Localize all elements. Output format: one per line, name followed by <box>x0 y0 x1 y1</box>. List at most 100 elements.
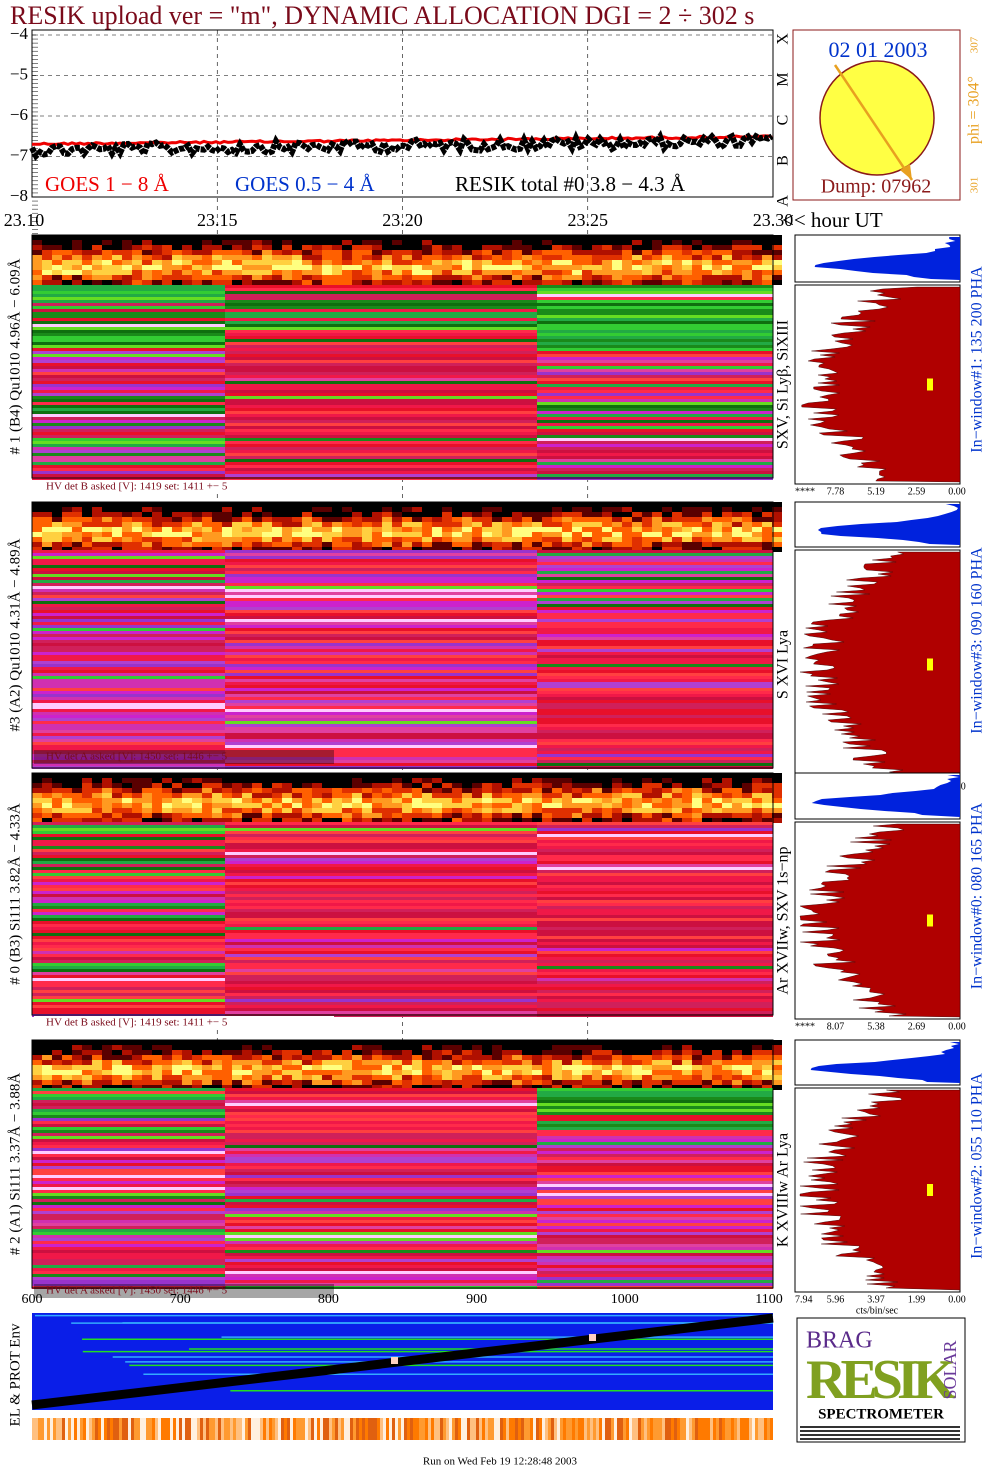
intensity-cell <box>702 507 712 512</box>
spectrum-row <box>537 640 773 643</box>
intensity-cell <box>552 803 562 808</box>
intensity-cell <box>352 255 362 260</box>
intensity-cell <box>362 537 372 542</box>
intensity-cell <box>172 798 182 803</box>
intensity-cell <box>352 547 362 552</box>
intensity-cell <box>692 240 702 245</box>
env-strip <box>770 1418 773 1440</box>
intensity-cell <box>622 245 632 250</box>
intensity-cell <box>32 1065 42 1070</box>
intensity-cell <box>552 270 562 275</box>
intensity-cell <box>262 280 272 285</box>
intensity-cell <box>412 1075 422 1080</box>
intensity-cell <box>142 783 152 788</box>
intensity-cell <box>292 240 302 245</box>
intensity-cell <box>202 527 212 532</box>
spectrum-row <box>537 694 773 697</box>
intensity-cell <box>362 788 372 793</box>
spectrum-row <box>225 435 537 438</box>
intensity-cell <box>182 1065 192 1070</box>
env-strip <box>737 1418 740 1440</box>
intensity-cell <box>702 265 712 270</box>
intensity-cell <box>732 270 742 275</box>
intensity-cell <box>422 527 432 532</box>
spectrum-row <box>225 309 537 312</box>
intensity-cell <box>542 1085 552 1090</box>
spectrum-row <box>225 1002 537 1005</box>
intensity-cell <box>462 793 472 798</box>
intensity-cell <box>272 813 282 818</box>
intensity-cell <box>462 512 472 517</box>
intensity-cell <box>582 793 592 798</box>
intensity-cell <box>392 235 402 240</box>
intensity-cell <box>582 255 592 260</box>
intensity-cell <box>532 512 542 517</box>
intensity-cell <box>42 818 52 823</box>
spectrum-row <box>537 1112 773 1115</box>
spectrum-row <box>537 1190 773 1193</box>
spectrum-row <box>32 1118 225 1121</box>
intensity-cell <box>712 798 722 803</box>
intensity-cell <box>432 1040 442 1045</box>
intensity-cell <box>432 507 442 512</box>
intensity-cell <box>92 808 102 813</box>
intensity-cell <box>352 1060 362 1065</box>
spectrum-row <box>225 942 537 945</box>
intensity-cell <box>692 1055 702 1060</box>
spectrum-row <box>537 426 773 429</box>
spectrum-row <box>537 888 773 891</box>
spectrum-row <box>537 408 773 411</box>
intensity-cell <box>672 507 682 512</box>
intensity-cell <box>522 522 532 527</box>
spectrum-row <box>225 870 537 873</box>
spectrum-row <box>225 369 537 372</box>
intensity-cell <box>502 1045 512 1050</box>
spectrum-row <box>225 912 537 915</box>
intensity-cell <box>572 1060 582 1065</box>
intensity-cell <box>662 798 672 803</box>
intensity-cell <box>182 1070 192 1075</box>
intensity-cell <box>732 1045 742 1050</box>
intensity-cell <box>262 783 272 788</box>
intensity-cell <box>622 783 632 788</box>
intensity-cell <box>312 517 322 522</box>
spectrum-row <box>225 682 537 685</box>
intensity-cell <box>692 522 702 527</box>
intensity-cell <box>122 507 132 512</box>
intensity-cell <box>272 818 282 823</box>
intensity-cell <box>512 517 522 522</box>
spectrum-row <box>225 399 537 402</box>
intensity-cell <box>722 803 732 808</box>
spectrum-row <box>225 465 537 468</box>
intensity-cell <box>542 527 552 532</box>
spectrum-row <box>225 1133 537 1136</box>
intensity-cell <box>312 240 322 245</box>
intensity-cell <box>752 778 762 783</box>
spectrum-row <box>225 1205 537 1208</box>
intensity-cell <box>402 517 412 522</box>
intensity-cell <box>642 265 652 270</box>
intensity-cell <box>672 502 682 507</box>
intensity-cell <box>222 275 232 280</box>
spectrum-row <box>225 1094 537 1097</box>
intensity-cell <box>392 240 402 245</box>
env-strip <box>317 1418 320 1440</box>
intensity-cell <box>552 260 562 265</box>
intensity-cell <box>422 773 432 778</box>
intensity-cell <box>402 1045 412 1050</box>
intensity-cell <box>322 818 332 823</box>
intensity-cell <box>382 275 392 280</box>
spectrum-row <box>225 697 537 700</box>
intensity-cell <box>432 537 442 542</box>
spectrum-row <box>32 996 225 999</box>
spectrum-row <box>32 987 225 990</box>
intensity-cell <box>222 547 232 552</box>
env-strip <box>149 1418 152 1440</box>
intensity-cell <box>152 1070 162 1075</box>
intensity-cell <box>732 517 742 522</box>
intensity-cell <box>382 1070 392 1075</box>
intensity-cell <box>252 512 262 517</box>
intensity-cell <box>562 517 572 522</box>
intensity-cell <box>332 240 342 245</box>
spectrum-row <box>537 996 773 999</box>
